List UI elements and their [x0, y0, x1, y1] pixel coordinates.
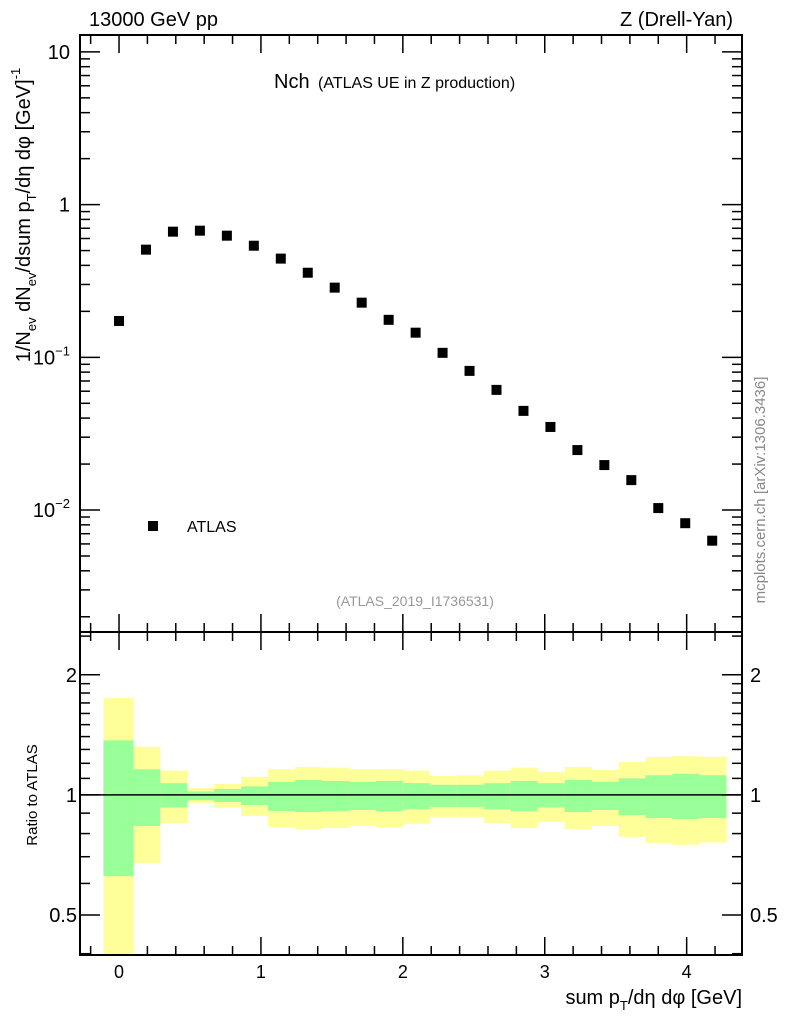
x-tick-label: 1 [256, 962, 266, 982]
data-point [383, 314, 394, 325]
data-point [626, 475, 637, 486]
ratio-y-tick-label-right: 2 [750, 665, 761, 687]
data-point [194, 225, 205, 236]
x-tick-label: 3 [540, 962, 550, 982]
y-tick-label: 10−1 [33, 343, 70, 369]
label-segment: 1/N [13, 331, 35, 362]
x-tick-label: 0 [114, 962, 124, 982]
data-point [518, 405, 529, 416]
green-band-bin [133, 769, 161, 826]
green-band-bin [510, 780, 538, 812]
green-band-bin [483, 783, 511, 810]
plot-title-sub: (ATLAS UE in Z production) [318, 75, 515, 92]
data-point [329, 282, 340, 293]
green-band-bin [103, 740, 134, 877]
data-point [653, 503, 664, 514]
label-segment: T [620, 998, 628, 1013]
data-point [599, 460, 610, 471]
ratio-y-axis-label: Ratio to ATLAS [24, 744, 41, 845]
plot-title-main: Nch [274, 71, 310, 93]
x-tick-label: 2 [398, 962, 408, 982]
y-axis-label: 1/Nev​ dNev​/dsum pT​/dη dφ [GeV]-1​ [8, 68, 39, 363]
y-tick-label: 10 [48, 42, 70, 64]
label-segment: dN [13, 286, 35, 317]
ratio-y-tick-label-left: 0.5 [49, 905, 77, 927]
data-point [248, 240, 259, 251]
green-band-bin [294, 779, 322, 813]
label-segment: /dsum p [13, 201, 35, 272]
green-band-bin [268, 781, 295, 811]
green-band-bin [564, 779, 592, 813]
legend: ATLAS [148, 519, 237, 536]
green-band-bin [348, 781, 376, 810]
label-segment: T [24, 193, 39, 201]
data-point [302, 267, 313, 278]
green-band-bin [187, 791, 215, 801]
green-band-bin [402, 783, 430, 810]
green-band-bin [672, 773, 700, 820]
data-point [114, 315, 125, 326]
green-band-bin [321, 780, 349, 812]
legend-label: ATLAS [187, 519, 237, 536]
data-point [275, 253, 286, 264]
ratio-y-tick-label-right: 1 [750, 785, 761, 807]
y-tick-label: 1 [59, 195, 70, 217]
y-tick-label: 10−2 [33, 496, 70, 522]
label-segment: -1 [8, 68, 23, 80]
data-point [356, 297, 367, 308]
data-point [464, 365, 475, 376]
header-right: Z (Drell-Yan) [620, 9, 733, 31]
data-point [167, 226, 178, 237]
legend-marker [148, 521, 158, 531]
ratio-y-tick-label-right: 0.5 [750, 905, 778, 927]
data-point [221, 230, 232, 241]
data-point [140, 244, 151, 255]
x-axis-label: sum pT​/dη dφ [GeV] [565, 987, 742, 1013]
plot-title: Nch (ATLAS UE in Z production) [274, 71, 515, 93]
ratio-y-tick-label-left: 1 [66, 785, 77, 807]
ratio-y-tick-label-left: 2 [66, 665, 77, 687]
ratio-frame [79, 631, 743, 956]
watermark: mcplots.cern.ch [arXiv:1306.3436] [752, 377, 769, 604]
label-segment: /dη dφ [GeV] [628, 987, 742, 1009]
data-point [680, 518, 691, 529]
green-band-bin [456, 784, 484, 807]
upper-panel: 10 1 10−1 10−2 [33, 34, 743, 955]
ratio-panel: 0 1 2 3 4 2 2 1 1 0.5 0.5 [49, 631, 778, 982]
green-band-bin [241, 786, 269, 805]
label-segment: /dη dφ [GeV] [13, 79, 35, 193]
green-band-bin [591, 781, 619, 810]
data-point [707, 535, 718, 546]
data-point [545, 421, 556, 432]
green-band-bin [618, 778, 646, 816]
analysis-id: (ATLAS_2019_I1736531) [336, 593, 494, 609]
green-band-bin [645, 775, 673, 819]
data-point [437, 347, 448, 358]
x-tick-label: 4 [682, 962, 692, 982]
label-segment: ev [24, 317, 39, 331]
data-point [491, 384, 502, 395]
data-point [410, 327, 421, 338]
label-segment: sum p [565, 987, 619, 1009]
data-point [572, 445, 583, 456]
green-band-bin [699, 775, 727, 819]
header-left: 13000 GeV pp [89, 9, 218, 31]
green-band-bin [375, 780, 403, 812]
label-segment: ev [24, 272, 39, 286]
green-band-bin [429, 784, 457, 807]
